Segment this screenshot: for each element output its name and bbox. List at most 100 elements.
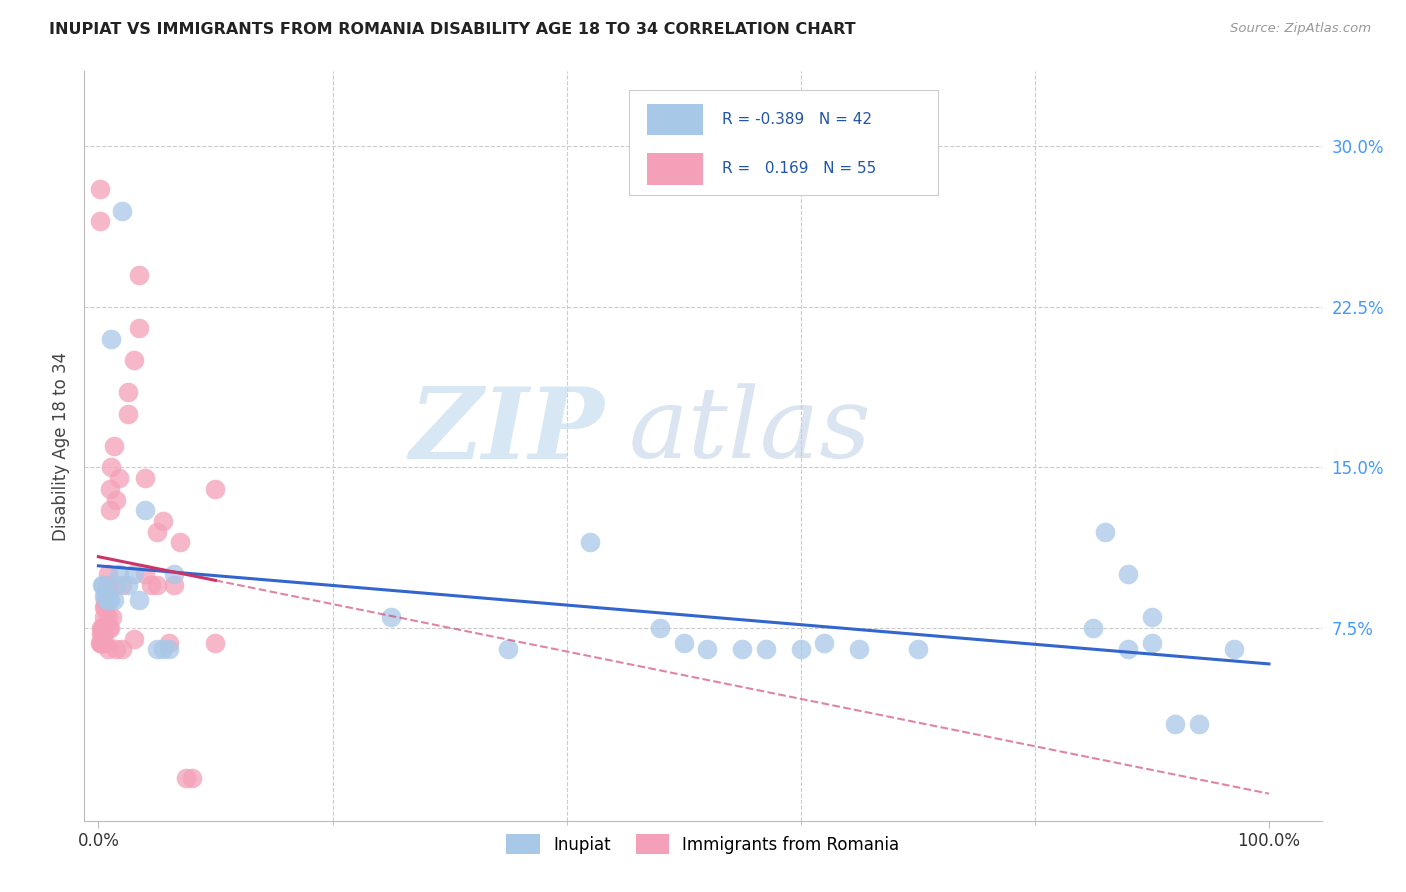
Point bbox=[90, 636, 112, 650]
Point bbox=[790, 642, 813, 657]
Point bbox=[90, 627, 112, 641]
Point bbox=[111, 642, 134, 657]
Point bbox=[103, 439, 125, 453]
Point bbox=[1140, 636, 1163, 650]
Text: ZIP: ZIP bbox=[409, 383, 605, 479]
Point bbox=[1083, 621, 1105, 635]
Point bbox=[579, 535, 602, 549]
Point bbox=[90, 636, 112, 650]
Point bbox=[96, 593, 118, 607]
Point bbox=[100, 332, 122, 346]
Point bbox=[98, 621, 121, 635]
Point bbox=[117, 578, 139, 592]
Point bbox=[94, 584, 117, 599]
Point bbox=[90, 621, 112, 635]
Point bbox=[1223, 642, 1246, 657]
Point bbox=[157, 642, 180, 657]
Point bbox=[731, 642, 754, 657]
Point bbox=[93, 610, 115, 624]
Point bbox=[1094, 524, 1116, 539]
Point bbox=[134, 503, 156, 517]
Point bbox=[93, 621, 115, 635]
Point bbox=[848, 642, 870, 657]
Point bbox=[204, 482, 226, 496]
Point bbox=[90, 578, 112, 592]
Point bbox=[101, 610, 124, 624]
Point bbox=[94, 599, 117, 614]
Point bbox=[104, 642, 127, 657]
Point bbox=[100, 460, 122, 475]
Point bbox=[91, 578, 114, 592]
Point bbox=[93, 599, 115, 614]
Point bbox=[93, 589, 115, 603]
Point bbox=[128, 268, 150, 282]
Point bbox=[146, 524, 169, 539]
Point bbox=[90, 621, 112, 635]
Point bbox=[122, 567, 145, 582]
Point bbox=[111, 578, 134, 592]
Text: Source: ZipAtlas.com: Source: ZipAtlas.com bbox=[1230, 22, 1371, 36]
Point bbox=[169, 535, 191, 549]
Point bbox=[94, 593, 117, 607]
Point bbox=[97, 589, 120, 603]
Point bbox=[117, 407, 139, 421]
Point bbox=[146, 578, 169, 592]
Point bbox=[117, 385, 139, 400]
Point bbox=[103, 593, 125, 607]
Point bbox=[496, 642, 519, 657]
Legend: Inupiat, Immigrants from Romania: Inupiat, Immigrants from Romania bbox=[499, 828, 907, 861]
Point bbox=[139, 578, 162, 592]
Point bbox=[98, 593, 121, 607]
Point bbox=[380, 610, 402, 624]
Point bbox=[97, 567, 120, 582]
Point bbox=[97, 642, 120, 657]
Point bbox=[96, 578, 118, 592]
Point bbox=[97, 610, 120, 624]
Point bbox=[108, 471, 131, 485]
Point bbox=[96, 584, 118, 599]
Point bbox=[157, 636, 180, 650]
Point bbox=[1164, 717, 1187, 731]
Point bbox=[122, 353, 145, 368]
Point bbox=[134, 471, 156, 485]
Point bbox=[111, 203, 134, 218]
Point bbox=[181, 771, 204, 785]
Point bbox=[152, 642, 174, 657]
Point bbox=[672, 636, 695, 650]
Point bbox=[98, 482, 121, 496]
Point bbox=[174, 771, 197, 785]
Point bbox=[94, 636, 117, 650]
Point bbox=[89, 182, 111, 196]
Point bbox=[97, 593, 120, 607]
Point bbox=[163, 567, 186, 582]
Point bbox=[146, 642, 169, 657]
Point bbox=[1188, 717, 1211, 731]
Point bbox=[91, 636, 114, 650]
Point bbox=[907, 642, 929, 657]
Point bbox=[1118, 567, 1140, 582]
Point bbox=[104, 492, 127, 507]
Point bbox=[91, 627, 114, 641]
Point bbox=[1118, 642, 1140, 657]
Point bbox=[813, 636, 835, 650]
Point bbox=[128, 593, 150, 607]
Text: INUPIAT VS IMMIGRANTS FROM ROMANIA DISABILITY AGE 18 TO 34 CORRELATION CHART: INUPIAT VS IMMIGRANTS FROM ROMANIA DISAB… bbox=[49, 22, 856, 37]
Point bbox=[90, 636, 112, 650]
Point bbox=[128, 321, 150, 335]
Point bbox=[755, 642, 778, 657]
Point bbox=[650, 621, 672, 635]
Point bbox=[104, 578, 127, 592]
Point bbox=[122, 632, 145, 646]
Point bbox=[204, 636, 226, 650]
Point bbox=[97, 621, 120, 635]
Point bbox=[696, 642, 718, 657]
Point bbox=[90, 627, 112, 641]
Point bbox=[152, 514, 174, 528]
Point bbox=[163, 578, 186, 592]
Point bbox=[89, 214, 111, 228]
Point bbox=[98, 503, 121, 517]
Point bbox=[91, 621, 114, 635]
Point bbox=[1140, 610, 1163, 624]
Text: atlas: atlas bbox=[628, 384, 872, 479]
Point bbox=[108, 567, 131, 582]
